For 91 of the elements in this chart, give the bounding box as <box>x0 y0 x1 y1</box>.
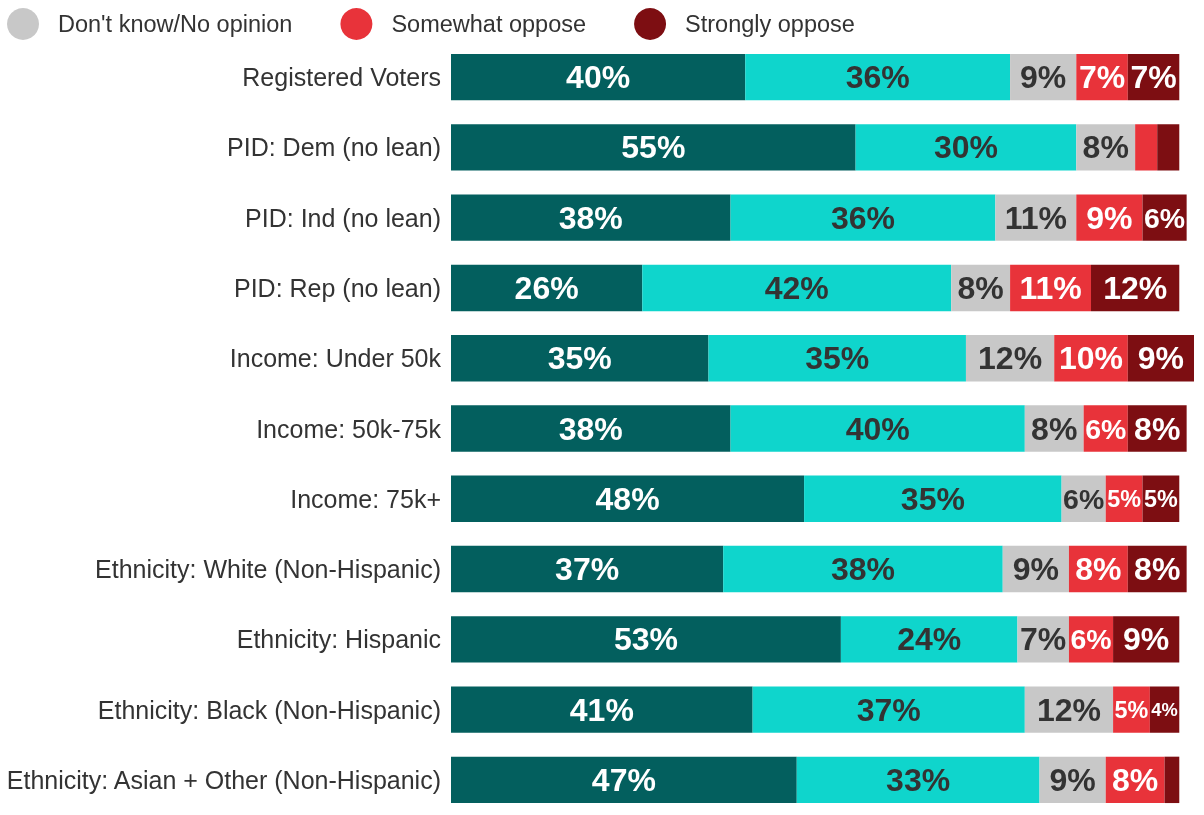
data-label: 42% <box>764 269 829 306</box>
bar <box>730 405 1025 452</box>
bar <box>855 124 1077 171</box>
data-label: 48% <box>595 480 660 517</box>
data-label: 35% <box>900 480 965 517</box>
bar <box>451 475 805 522</box>
data-label: 6% <box>1085 412 1127 445</box>
data-label: 37% <box>555 551 620 588</box>
data-label: 8% <box>1134 551 1181 588</box>
data-label: 10% <box>1058 340 1124 377</box>
data-label: 9% <box>1020 59 1067 96</box>
data-label: 6% <box>1144 201 1186 234</box>
data-label: 36% <box>830 199 895 236</box>
bar <box>451 124 856 171</box>
bar <box>451 686 753 733</box>
legend-label: Don't know/No opinion <box>58 11 293 37</box>
bar <box>451 545 724 593</box>
y-tick-label: Ethnicity: Black (Non-Hispanic) <box>97 695 441 724</box>
data-label: 7% <box>1130 59 1177 96</box>
bar <box>1157 124 1180 171</box>
y-tick-label: PID: Dem (no lean) <box>227 133 441 162</box>
data-label: 8% <box>1075 551 1122 588</box>
data-label: 55% <box>621 129 686 166</box>
bar <box>752 686 1025 733</box>
data-label: 36% <box>845 59 910 96</box>
data-label: 7% <box>1020 621 1067 658</box>
data-label: 47% <box>591 761 656 798</box>
y-tick-label: Ethnicity: Asian + Other (Non-Hispanic) <box>6 765 441 794</box>
data-label: 38% <box>558 410 623 447</box>
data-label: 7% <box>1078 59 1126 96</box>
data-label: 26% <box>514 269 579 306</box>
data-label: 8% <box>1082 129 1129 166</box>
bar <box>796 756 1040 804</box>
bar <box>451 53 746 101</box>
bar <box>708 335 966 382</box>
data-label: 38% <box>830 551 895 588</box>
data-label: 5% <box>1114 696 1149 723</box>
y-tick-label: PID: Rep (no lean) <box>233 273 441 302</box>
y-tick-label: Registered Voters <box>242 63 441 92</box>
data-label: 9% <box>1137 340 1185 377</box>
data-label: 30% <box>933 129 998 166</box>
y-tick-label: Ethnicity: Hispanic <box>236 625 441 654</box>
data-label: 8% <box>1031 410 1078 447</box>
y-tick-label: PID: Ind (no lean) <box>245 203 441 232</box>
data-label: 37% <box>856 691 921 728</box>
data-label: 4% <box>1151 699 1178 721</box>
data-label: 35% <box>805 340 870 377</box>
data-label: 9% <box>1086 199 1133 236</box>
data-label: 5% <box>1144 485 1178 512</box>
data-label: 8% <box>1134 410 1181 447</box>
y-tick-label: Ethnicity: White (Non-Hispanic) <box>95 555 441 584</box>
data-label: 12% <box>1036 691 1101 728</box>
bar <box>804 475 1062 522</box>
legend-label: Strongly oppose <box>685 11 855 37</box>
data-label: 8% <box>1112 761 1159 798</box>
y-tick-label: Income: 50k-75k <box>256 414 442 443</box>
bar <box>451 335 709 382</box>
data-label: 8% <box>957 269 1004 306</box>
data-label: 40% <box>566 59 631 96</box>
bar <box>730 194 996 241</box>
bar <box>451 756 797 804</box>
bar <box>1135 124 1158 171</box>
data-label: 11% <box>1004 199 1067 236</box>
data-label: 53% <box>613 621 678 658</box>
bar <box>451 194 731 241</box>
data-label: 12% <box>1103 269 1168 306</box>
y-tick-label: Income: 75k+ <box>290 484 441 513</box>
bar <box>642 264 952 312</box>
data-label: 12% <box>978 340 1043 377</box>
data-label: 9% <box>1049 761 1096 798</box>
bar <box>451 405 731 452</box>
data-label: 9% <box>1012 551 1059 588</box>
data-label: 11% <box>1019 269 1082 306</box>
bar <box>451 616 841 663</box>
data-label: 38% <box>558 199 623 236</box>
bar <box>451 264 643 312</box>
bar <box>1164 756 1180 804</box>
data-label: 33% <box>886 761 951 798</box>
bar <box>723 545 1003 593</box>
data-label: 6% <box>1063 482 1105 515</box>
y-tick-label: Income: Under 50k <box>229 344 442 373</box>
data-label: 6% <box>1070 623 1112 656</box>
data-label: 24% <box>897 621 962 658</box>
data-label: 40% <box>845 410 910 447</box>
bar <box>840 616 1018 663</box>
bar <box>745 53 1011 101</box>
data-label: 5% <box>1107 485 1142 512</box>
data-label: 35% <box>547 340 612 377</box>
legend-label: Somewhat oppose <box>391 11 587 37</box>
data-label: 9% <box>1123 621 1170 658</box>
data-label: 41% <box>569 691 634 728</box>
